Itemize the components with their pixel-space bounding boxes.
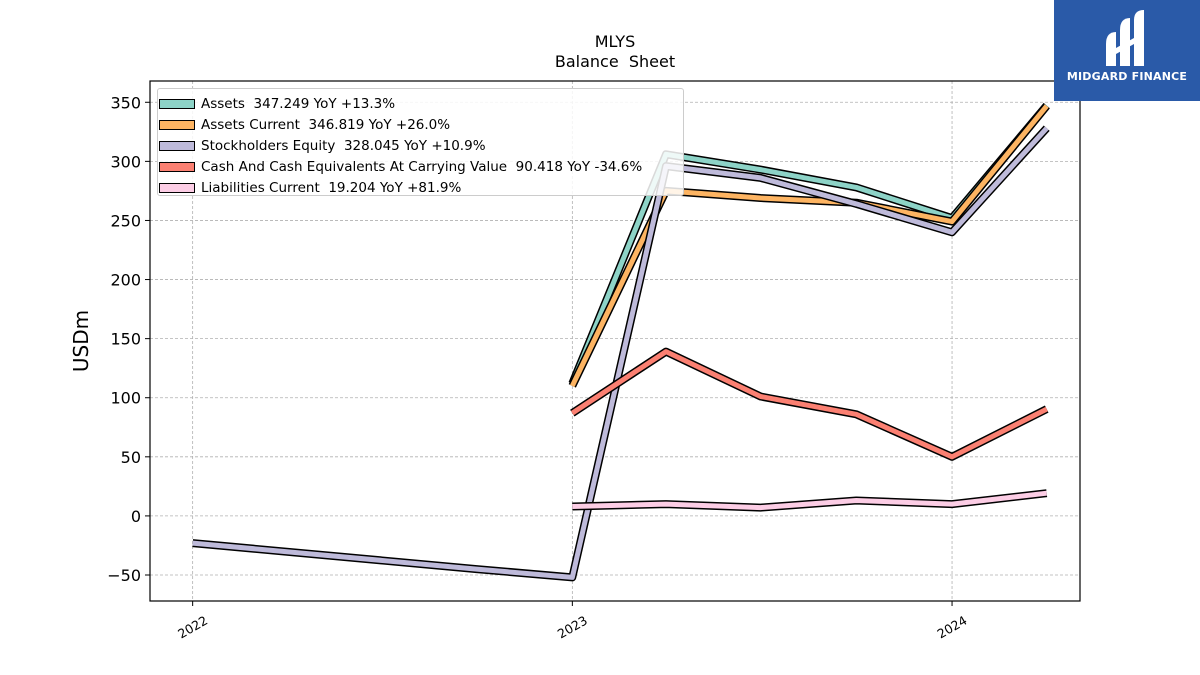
legend-item-liabilities-current: Liabilities Current 19.204 YoY +81.9% — [158, 177, 683, 198]
y-tick-label: 150 — [110, 330, 141, 349]
legend-item-assets-current: Assets Current 346.819 YoY +26.0% — [158, 114, 683, 135]
x-tick-label: 2023 — [555, 613, 590, 642]
legend-swatch-assets-current — [159, 119, 195, 130]
midgard-finance-logo-icon — [1106, 10, 1144, 66]
y-tick-label: 250 — [110, 211, 141, 230]
x-tick-label: 2022 — [175, 613, 210, 642]
x-tick-label: 2024 — [934, 613, 969, 642]
y-tick-label: 100 — [110, 389, 141, 408]
y-tick-label: 0 — [131, 507, 141, 526]
legend-swatch-cash — [159, 161, 195, 172]
logo-text: MIDGARD FINANCE — [1066, 70, 1188, 83]
legend-label-cash: Cash And Cash Equivalents At Carrying Va… — [201, 158, 643, 175]
legend-item-assets: Assets 347.249 YoY +13.3% — [158, 93, 683, 114]
legend: Assets 347.249 YoY +13.3% Assets Current… — [157, 88, 684, 196]
legend-swatch-stockholders-equity — [159, 140, 195, 151]
midgard-finance-logo: MIDGARD FINANCE — [1054, 0, 1200, 101]
legend-swatch-liabilities-current — [159, 182, 195, 193]
series-line-cash-and-cash-equivalents-at-carrying-value — [570, 349, 1048, 460]
chart-title: MLYS Balance Sheet — [554, 32, 676, 71]
legend-label-assets-current: Assets Current 346.819 YoY +26.0% — [201, 116, 451, 133]
legend-label-stockholders-equity: Stockholders Equity 328.045 YoY +10.9% — [201, 137, 486, 154]
legend-label-liabilities-current: Liabilities Current 19.204 YoY +81.9% — [201, 179, 462, 196]
y-tick-label: −50 — [107, 566, 141, 585]
y-tick-label: 200 — [110, 271, 141, 290]
y-tick-label: 350 — [110, 93, 141, 112]
y-tick-label: 50 — [121, 448, 141, 467]
y-axis-label: USDm — [69, 310, 93, 372]
legend-item-cash: Cash And Cash Equivalents At Carrying Va… — [158, 156, 683, 177]
series-liabilities-current — [572, 489, 1048, 512]
series-line-liabilities-current — [572, 490, 1047, 511]
axes: −50 0 50 100 150 200 250 300 350 2022 2023 2024 USDm — [69, 93, 970, 641]
legend-label-assets: Assets 347.249 YoY +13.3% — [201, 95, 396, 112]
legend-swatch-assets — [159, 98, 195, 109]
plot-frame — [149, 80, 1081, 602]
series-line-stockholders-equity — [192, 126, 1049, 580]
series-cash-and-cash-equivalents-at-carrying-value — [570, 347, 1049, 461]
series-stockholders-equity — [192, 125, 1050, 582]
y-tick-label: 300 — [110, 152, 141, 171]
legend-item-stockholders-equity: Stockholders Equity 328.045 YoY +10.9% — [158, 135, 683, 156]
series-lines — [192, 102, 1050, 582]
